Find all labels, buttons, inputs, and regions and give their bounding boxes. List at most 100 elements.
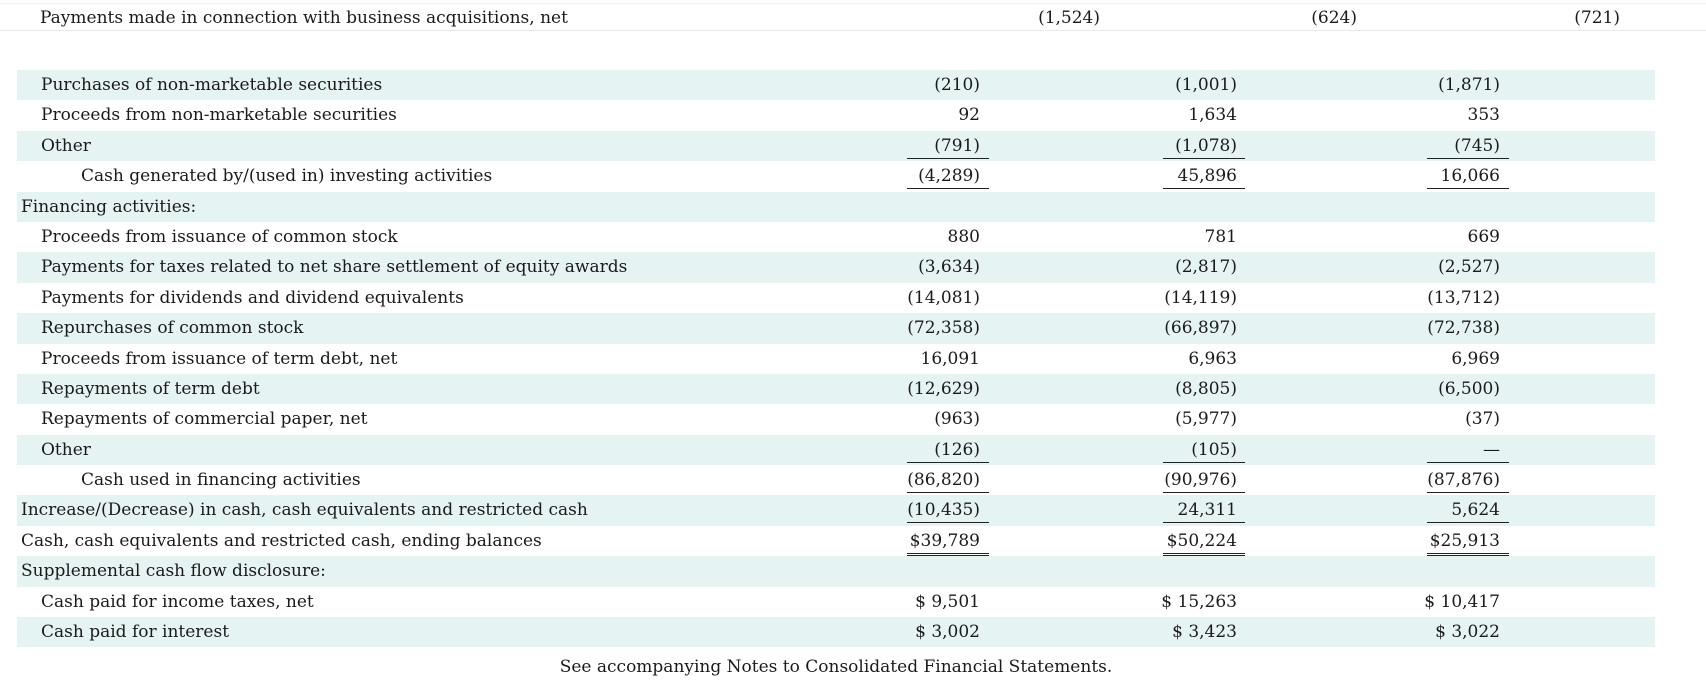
table-row: Repayments of commercial paper, net (963)… (17, 404, 1655, 434)
table-row: Repurchases of common stock (72,358) (66,8… (17, 313, 1655, 344)
table-row: Proceeds from non-marketable securities 9… (17, 100, 1655, 130)
table-row: Cash paid for income taxes, net $ 9,501 $ … (17, 587, 1655, 617)
value-cell-col3: 6,969 (1451, 348, 1500, 369)
value-cell-col2: 24,311 (1177, 500, 1237, 521)
double-underline (1163, 529, 1245, 556)
value-cell-col2: $ 15,263 (1161, 591, 1237, 612)
table-row: Proceeds from issuance of term debt, net… (17, 344, 1655, 374)
value-cell-col1: (12,629) (907, 378, 980, 399)
value-cell-col3: 5,624 (1451, 500, 1500, 521)
table-row: Cash generated by/(used in) investing ac… (17, 161, 1655, 191)
value-cell-col3: (721) (1574, 8, 1620, 28)
underline (907, 468, 989, 494)
value-cell-col3: 16,066 (1440, 166, 1500, 187)
table-row: Other (126) (105) — (17, 434, 1655, 466)
value-cell-col3: (13,712) (1427, 287, 1500, 308)
table-row: Supplemental cash flow disclosure: (17, 556, 1655, 587)
table-row: Other (791) (1,078) (745) (17, 130, 1655, 162)
value-cell-col1: (1,524) (1038, 8, 1100, 28)
value-cell-col1: (4,289) (918, 166, 980, 187)
underline (1163, 134, 1245, 159)
value-cell-col3: — (1483, 439, 1500, 460)
underline (907, 438, 989, 463)
value-cell-col3: $ 10,417 (1424, 591, 1500, 612)
double-underline (1427, 529, 1509, 556)
value-cell-col1: (72,358) (907, 318, 980, 339)
value-cell-col1: (963) (934, 409, 980, 430)
underline (1163, 498, 1245, 524)
cash-flow-table: Purchases of non-marketable securities (2… (17, 70, 1655, 648)
value-cell-col1: 92 (958, 105, 980, 126)
table-row: Cash, cash equivalents and restricted ca… (17, 526, 1655, 556)
row-label: Cash used in financing activities (81, 470, 361, 491)
value-cell-col3: (1,871) (1438, 75, 1500, 95)
value-cell-col2: (66,897) (1164, 318, 1237, 339)
row-label: Proceeds from non-marketable securities (41, 105, 397, 126)
value-cell-col1: $ 9,501 (915, 591, 980, 612)
table-row: Payments for dividends and dividend equi… (17, 283, 1655, 313)
value-cell-col3: (2,527) (1438, 257, 1500, 278)
value-cell-col3: (72,738) (1427, 318, 1500, 339)
value-cell-col1: (126) (934, 439, 980, 460)
table-row: Repayments of term debt (12,629) (8,805) (6… (17, 373, 1655, 405)
value-cell-col2: (8,805) (1175, 378, 1237, 399)
footnote: See accompanying Notes to Consolidated F… (559, 657, 1113, 677)
value-cell-col2: 1,634 (1188, 105, 1237, 126)
value-cell-col3: $25,913 (1429, 530, 1500, 551)
value-cell-col2: (1,001) (1175, 75, 1237, 95)
underline (1163, 438, 1245, 463)
value-cell-col3: (87,876) (1427, 470, 1500, 491)
row-label: Payments for dividends and dividend equi… (41, 287, 464, 308)
double-underline (907, 529, 989, 556)
underline (1163, 468, 1245, 494)
row-label: Cash paid for interest (41, 622, 230, 643)
value-cell-col1: 16,091 (920, 348, 980, 369)
value-cell-col2: (14,119) (1164, 287, 1237, 308)
underline (1427, 164, 1509, 190)
value-cell-col3: 353 (1467, 105, 1500, 126)
value-cell-col2: 6,963 (1188, 348, 1237, 369)
underline (1427, 134, 1509, 159)
value-cell-col2: (105) (1191, 439, 1237, 460)
row-label: Payments for taxes related to net share … (41, 257, 628, 278)
row-label: Repayments of commercial paper, net (41, 409, 368, 430)
value-cell-col1: $39,789 (909, 530, 980, 551)
value-cell-col3: $ 3,022 (1435, 622, 1500, 643)
row-label: Financing activities: (21, 196, 197, 217)
value-cell-col2: (90,976) (1164, 470, 1237, 491)
underline (907, 134, 989, 159)
row-label: Cash generated by/(used in) investing ac… (81, 166, 493, 187)
row-label: Purchases of non-marketable securities (41, 75, 383, 95)
value-cell-col1: (86,820) (907, 470, 980, 491)
table-row: Financing activities: (17, 191, 1655, 222)
value-cell-col3: (745) (1454, 135, 1500, 156)
value-cell-col2: 45,896 (1177, 166, 1237, 187)
table-row-business-acquisitions: Payments made in connection with busines… (0, 3, 1706, 31)
row-label: Supplemental cash flow disclosure: (21, 561, 326, 582)
row-label: Cash paid for income taxes, net (41, 591, 314, 612)
row-label: Proceeds from issuance of common stock (41, 226, 398, 247)
underline (1163, 164, 1245, 190)
row-label: Cash, cash equivalents and restricted ca… (21, 530, 542, 551)
table-row: Payments for taxes related to net share … (17, 252, 1655, 283)
value-cell-col1: (14,081) (907, 287, 980, 308)
underline (1427, 438, 1509, 463)
value-cell-col3: 669 (1467, 226, 1500, 247)
value-cell-col1: (3,634) (918, 257, 980, 278)
table-row: Increase/(Decrease) in cash, cash equiva… (17, 495, 1655, 526)
row-label: Repayments of term debt (41, 378, 260, 399)
value-cell-col1: (10,435) (907, 500, 980, 521)
table-row: Cash used in financing activities (86,820… (17, 465, 1655, 495)
row-label: Proceeds from issuance of term debt, net (41, 348, 398, 369)
value-cell-col3: (6,500) (1438, 378, 1500, 399)
value-cell-col2: (624) (1311, 8, 1357, 28)
row-label: Other (41, 135, 91, 156)
row-label: Repurchases of common stock (41, 318, 304, 339)
underline (1427, 498, 1509, 524)
value-cell-col2: $ 3,423 (1172, 622, 1237, 643)
table-row: Proceeds from issuance of common stock 88… (17, 222, 1655, 252)
underline (907, 164, 989, 190)
value-cell-col1: (791) (934, 135, 980, 156)
value-cell-col1: $ 3,002 (915, 622, 980, 643)
value-cell-col2: $50,224 (1166, 530, 1237, 551)
